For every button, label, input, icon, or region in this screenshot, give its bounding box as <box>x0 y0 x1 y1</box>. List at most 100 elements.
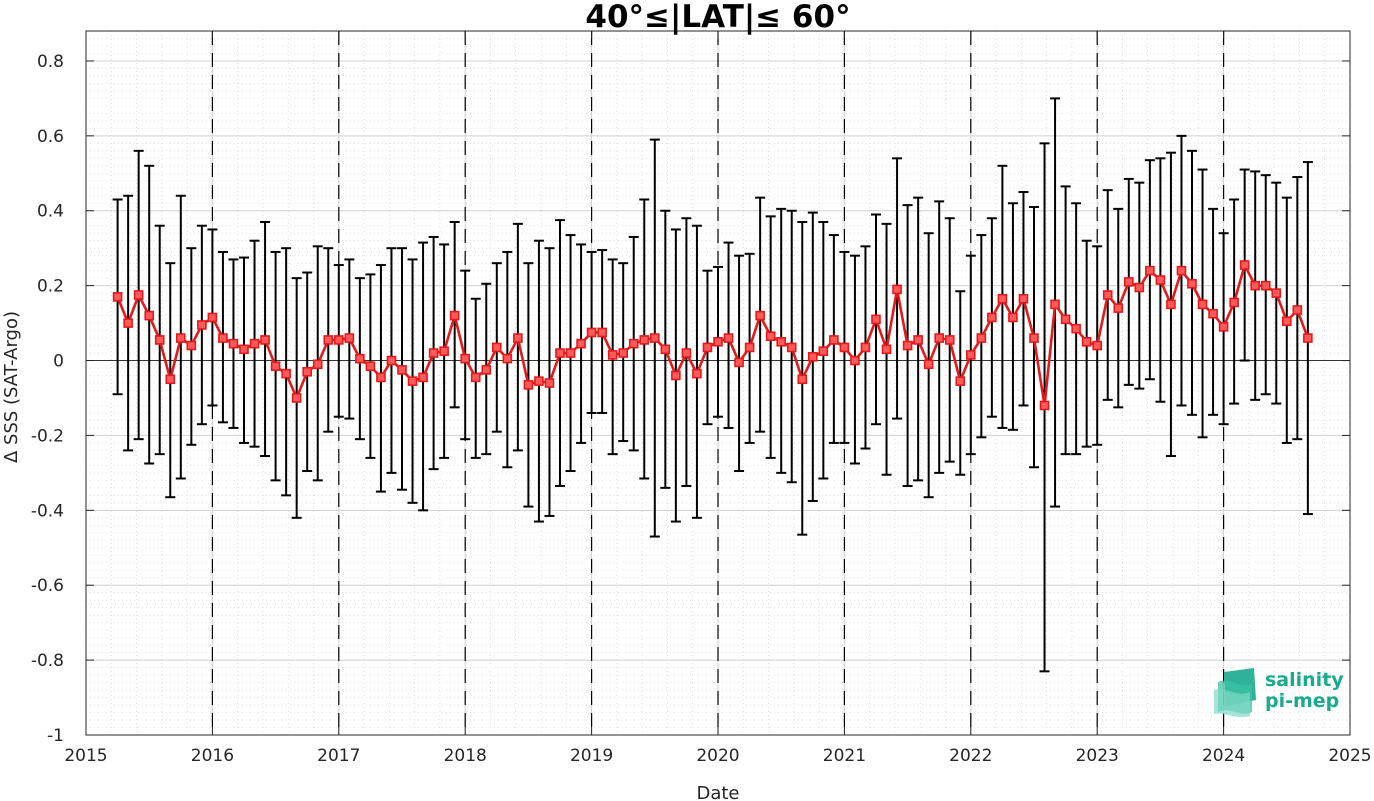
y-axis-label: Δ SSS (SAT-Argo) <box>1 311 22 463</box>
mean-point <box>1102 290 1113 300</box>
mean-point <box>681 348 692 358</box>
x-tick-label: 2020 <box>696 746 739 766</box>
mean-point <box>112 292 123 302</box>
mean-point <box>302 366 313 377</box>
mean-point <box>1282 316 1292 327</box>
mean-point <box>997 293 1008 304</box>
mean-point <box>744 342 755 353</box>
mean-point <box>1155 275 1166 285</box>
mean-point <box>355 353 365 364</box>
mean-point <box>228 338 239 349</box>
mean-point <box>597 327 607 338</box>
mean-point <box>860 342 871 353</box>
mean-point <box>449 310 460 321</box>
logo-text-salinity: salinity <box>1265 669 1344 691</box>
mean-point <box>1208 308 1218 319</box>
mean-point <box>470 372 481 383</box>
mean-series <box>112 260 1313 411</box>
x-tick-label: 2025 <box>1328 746 1371 766</box>
mean-point <box>1060 314 1071 325</box>
mean-point <box>807 351 818 362</box>
mean-point <box>1292 305 1303 315</box>
mean-point <box>607 350 618 360</box>
mean-point <box>186 340 197 351</box>
mean-point <box>144 310 154 321</box>
mean-point <box>1176 265 1187 276</box>
mean-point <box>481 365 492 375</box>
mean-point <box>418 372 428 383</box>
mean-point <box>765 331 776 341</box>
mean-point <box>555 348 565 358</box>
mean-point <box>1029 333 1039 343</box>
mean-point <box>976 333 987 343</box>
mean-point <box>628 338 639 349</box>
mean-point <box>534 376 544 386</box>
mean-point <box>776 337 787 347</box>
y-tick-label: -0.4 <box>31 501 64 521</box>
chart-title: 40°≤|LAT|≤ 60° <box>585 0 850 35</box>
mean-point <box>987 312 997 323</box>
mean-point <box>902 340 913 351</box>
mean-point <box>934 333 945 343</box>
mean-point <box>239 344 249 355</box>
mean-point <box>829 335 839 345</box>
mean-point <box>734 357 744 368</box>
mean-point <box>649 333 660 343</box>
mean-point <box>1197 299 1208 310</box>
y-tick-label: 0.4 <box>37 202 64 222</box>
mean-point <box>376 372 386 383</box>
mean-point <box>312 359 323 370</box>
mean-point <box>871 314 881 325</box>
mean-point <box>576 338 586 349</box>
mean-point <box>1303 333 1313 343</box>
mean-point <box>1260 280 1271 291</box>
y-tick-label: -0.6 <box>31 576 64 596</box>
x-tick-label: 2021 <box>823 746 866 766</box>
mean-point <box>618 348 629 358</box>
mean-point <box>850 355 860 366</box>
mean-point <box>1239 260 1250 270</box>
mean-point <box>818 346 829 356</box>
mean-point <box>197 320 207 330</box>
mean-point <box>586 327 597 338</box>
x-axis-label: Date <box>696 783 739 801</box>
x-tick-label: 2019 <box>570 746 613 766</box>
mean-point <box>1124 277 1134 287</box>
mean-point <box>344 333 355 343</box>
mean-point <box>786 342 797 353</box>
mean-point <box>260 335 270 345</box>
mean-point <box>397 365 407 375</box>
mean-point <box>1081 337 1092 347</box>
mean-point <box>323 335 334 345</box>
logo-text-pi-mep: pi-mep <box>1265 690 1339 712</box>
wave-logo-icon <box>1214 668 1256 718</box>
mean-point <box>1113 303 1124 313</box>
mean-point <box>965 350 976 360</box>
mean-point <box>1145 265 1155 276</box>
mean-point <box>1008 312 1018 323</box>
mean-point <box>333 335 344 345</box>
mean-point <box>281 368 291 379</box>
mean-point <box>439 346 449 356</box>
x-tick-label: 2024 <box>1202 746 1245 766</box>
mean-point <box>1218 322 1229 332</box>
mean-point <box>1166 299 1176 310</box>
y-tick-label: -1 <box>47 726 64 746</box>
mean-point <box>1071 323 1081 334</box>
mean-point <box>176 333 186 343</box>
mean-point <box>692 368 702 379</box>
y-tick-label: 0.8 <box>37 52 64 72</box>
axes: 2015 2016 2017 2018 2019 2020 2021 2022 2023 2024… <box>31 30 1372 766</box>
y-tick-label: 0.6 <box>37 127 64 147</box>
mean-point <box>713 337 723 347</box>
mean-point <box>702 342 713 353</box>
salinity-pi-mep-logo: salinity pi-mep <box>1214 668 1344 718</box>
mean-point <box>955 376 966 386</box>
mean-point <box>207 312 218 323</box>
mean-point <box>428 348 439 358</box>
mean-point <box>881 344 892 355</box>
mean-point <box>1187 278 1197 289</box>
x-tick-label: 2023 <box>1076 746 1119 766</box>
mean-point <box>913 335 923 345</box>
